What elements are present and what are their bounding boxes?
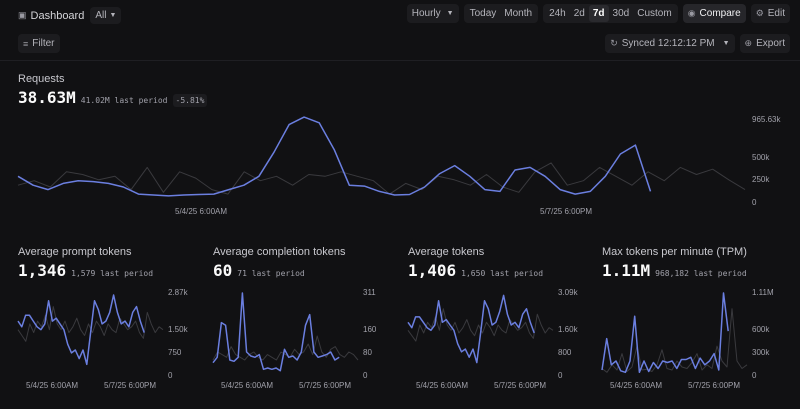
range-group: 24h 2d 7d 30d Custom: [543, 4, 678, 23]
y-tick: 0: [168, 371, 173, 380]
panel-chart: [212, 292, 359, 372]
y-tick: 0: [752, 371, 757, 380]
caret-down-icon: ▼: [446, 10, 454, 17]
range-custom[interactable]: Custom: [637, 8, 672, 19]
filter-button[interactable]: ≡ Filter: [18, 34, 60, 53]
range-30d[interactable]: 30d: [612, 8, 630, 19]
requests-value: 38.63M: [18, 88, 76, 107]
x-tick: 5/7/25 6:00PM: [494, 381, 547, 390]
y-tick: 2.87k: [168, 288, 188, 297]
requests-change: -5.81%: [172, 94, 208, 107]
eye-icon: ◉: [687, 8, 696, 18]
y-tick: 965.63k: [752, 115, 781, 124]
previous-period-line: [17, 162, 746, 195]
divider: [0, 60, 800, 61]
y-tick: 750: [168, 348, 182, 357]
granularity-dropdown[interactable]: Hourly ▼: [406, 4, 459, 23]
sync-dropdown[interactable]: ↻ Synced 12:12:12 PM ▼: [605, 34, 735, 53]
panel-stats: 1,406 1,650 last period: [408, 261, 543, 280]
x-tick: 5/4/25 6:00AM: [221, 381, 274, 390]
y-tick: 1.11M: [752, 288, 774, 297]
export-button[interactable]: ⊕ Export: [739, 34, 790, 53]
y-tick: 500k: [752, 153, 770, 162]
y-tick: 1.60k: [558, 325, 578, 334]
y-tick: 311: [363, 288, 376, 297]
panel-value: 1,346: [18, 261, 67, 280]
range-today[interactable]: Today: [469, 8, 497, 19]
x-tick: 5/4/25 6:00AM: [26, 381, 79, 390]
refresh-icon: ↻: [610, 38, 618, 48]
panel-title: Average completion tokens: [213, 246, 346, 258]
y-tick: 80: [363, 348, 372, 357]
y-tick: 0: [558, 371, 563, 380]
panel-chart: [407, 294, 554, 364]
x-tick: 5/4/25 6:00AM: [175, 207, 228, 216]
range-2d[interactable]: 2d: [573, 8, 585, 19]
previous-period-line: [601, 308, 748, 373]
panel-previous: 1,650 last period: [461, 269, 544, 278]
previous-period-line: [212, 335, 359, 361]
edit-button[interactable]: ⚙ Edit: [750, 4, 790, 23]
panel-title: Max tokens per minute (TPM): [602, 246, 747, 258]
gear-icon: ⚙: [755, 8, 764, 18]
current-period-line: [212, 292, 340, 372]
y-tick: 1.50k: [168, 325, 188, 334]
panel-stats: 1.11M 968,182 last period: [602, 261, 747, 280]
panel-title: Average tokens: [408, 246, 485, 258]
y-tick: 300k: [752, 348, 770, 357]
panel-value: 1.11M: [602, 261, 651, 280]
x-tick: 5/7/25 6:00PM: [299, 381, 352, 390]
quick-range-group: Today Month: [463, 4, 539, 23]
panel-stats: 1,346 1,579 last period: [18, 261, 153, 280]
y-tick: 160: [363, 325, 377, 334]
x-tick: 5/4/25 6:00AM: [610, 381, 663, 390]
range-7d[interactable]: 7d: [588, 5, 609, 22]
x-tick: 5/7/25 6:00PM: [104, 381, 157, 390]
export-icon: ⊕: [744, 38, 753, 48]
panel-title: Average prompt tokens: [18, 246, 132, 258]
y-tick: 250k: [752, 175, 770, 184]
y-tick: 0: [752, 198, 757, 207]
x-tick: 5/4/25 6:00AM: [416, 381, 469, 390]
caret-down-icon: ▼: [109, 12, 117, 19]
compare-button[interactable]: ◉ Compare: [682, 4, 746, 23]
requests-title: Requests: [18, 73, 65, 85]
scope-dropdown[interactable]: All ▼: [90, 7, 122, 24]
y-tick: 600k: [752, 325, 770, 334]
y-tick: 3.09k: [558, 288, 578, 297]
caret-down-icon: ▼: [722, 40, 730, 47]
y-tick: 0: [363, 371, 368, 380]
toolbar: Hourly ▼ Today Month 24h 2d 7d 30d Custom…: [406, 4, 790, 23]
requests-stats: 38.63M 41.02M last period -5.81%: [18, 88, 208, 107]
panel-value: 60: [213, 261, 233, 280]
current-period-line: [17, 294, 145, 366]
panel-stats: 60 71 last period: [213, 261, 305, 280]
panel-previous: 71 last period: [237, 269, 305, 278]
x-tick: 5/7/25 6:00PM: [540, 207, 593, 216]
requests-previous: 41.02M last period: [80, 96, 168, 105]
current-period-line: [407, 294, 535, 364]
panel-previous: 968,182 last period: [655, 269, 747, 278]
filter-icon: ≡: [23, 38, 29, 49]
range-month[interactable]: Month: [504, 8, 533, 19]
y-tick: 800: [558, 348, 572, 357]
panel-value: 1,406: [408, 261, 457, 280]
x-tick: 5/7/25 6:00PM: [688, 381, 741, 390]
panel-chart: [601, 292, 748, 374]
dashboard-icon: ▣: [18, 10, 27, 20]
range-24h[interactable]: 24h: [549, 8, 566, 19]
panel-chart: [17, 294, 164, 366]
requests-chart: [17, 116, 746, 197]
current-period-line: [17, 116, 652, 197]
toolbar-secondary: ↻ Synced 12:12:12 PM ▼ ⊕ Export: [605, 34, 790, 53]
dashboard-title[interactable]: ▣ Dashboard All ▼: [18, 7, 122, 24]
current-period-line: [601, 292, 729, 374]
panel-previous: 1,579 last period: [71, 269, 154, 278]
